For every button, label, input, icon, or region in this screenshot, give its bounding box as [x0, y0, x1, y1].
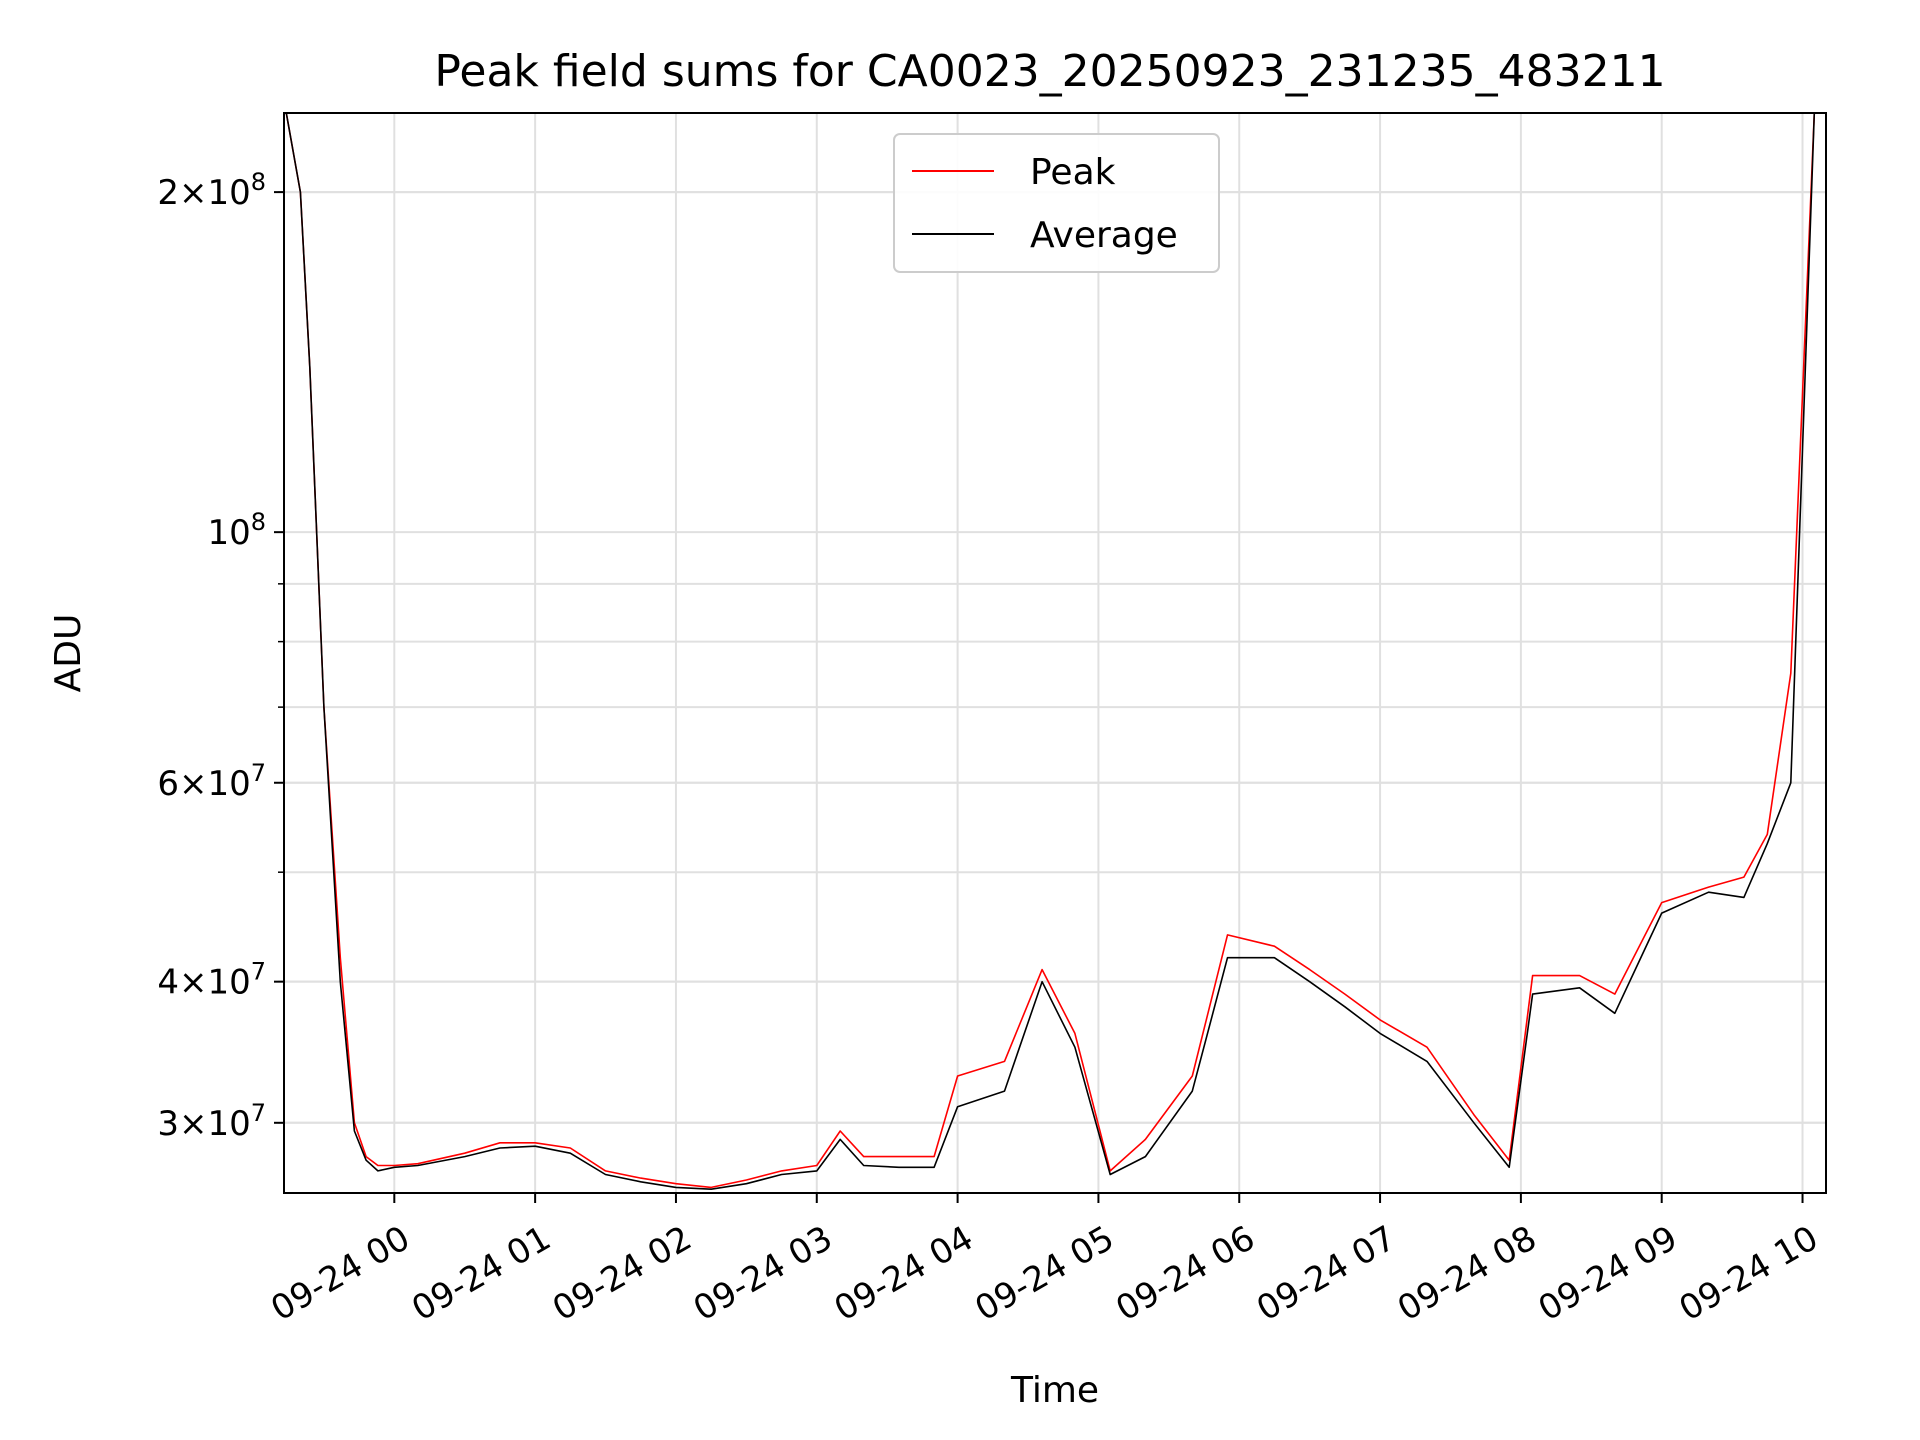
y-tick-label: 2×108 — [157, 168, 266, 213]
series-line-peak — [285, 112, 1816, 1189]
x-tick-label: 09-24 02 — [546, 1218, 698, 1329]
y-axis-label: ADU — [48, 614, 89, 693]
legend: Peak Average — [893, 133, 1220, 273]
x-tick-label: 09-24 07 — [1250, 1218, 1402, 1329]
x-tick-label: 09-24 09 — [1532, 1218, 1684, 1329]
grid-lines — [284, 113, 1826, 1193]
y-tick-label: 3×107 — [157, 1099, 266, 1144]
plot-area — [285, 112, 1816, 1190]
y-tick-label: 6×107 — [157, 759, 266, 804]
x-tick-label: 09-24 01 — [405, 1218, 557, 1329]
legend-label-peak: Peak — [1030, 152, 1116, 193]
x-axis-label: Time — [1010, 1370, 1099, 1411]
series-line-average — [285, 112, 1816, 1190]
x-tick-label: 09-24 08 — [1391, 1218, 1543, 1329]
legend-box — [893, 133, 1220, 273]
x-tick-label: 09-24 03 — [687, 1218, 839, 1329]
axes-frame — [283, 112, 1827, 1194]
legend-label-average: Average — [1030, 215, 1178, 256]
x-tick-label: 09-24 00 — [264, 1218, 416, 1329]
y-axis-ticks: 3×107 4×107 6×107 108 2×108 — [157, 168, 284, 1144]
y-tick-label: 108 — [207, 508, 266, 553]
x-tick-label: 09-24 04 — [828, 1218, 980, 1329]
x-tick-label: 09-24 06 — [1109, 1218, 1261, 1329]
y-tick-label: 4×107 — [157, 958, 266, 1003]
chart-title: Peak field sums for CA0023_20250923_2312… — [434, 46, 1665, 97]
x-tick-label: 09-24 05 — [969, 1218, 1121, 1329]
x-tick-label: 09-24 10 — [1673, 1218, 1825, 1329]
